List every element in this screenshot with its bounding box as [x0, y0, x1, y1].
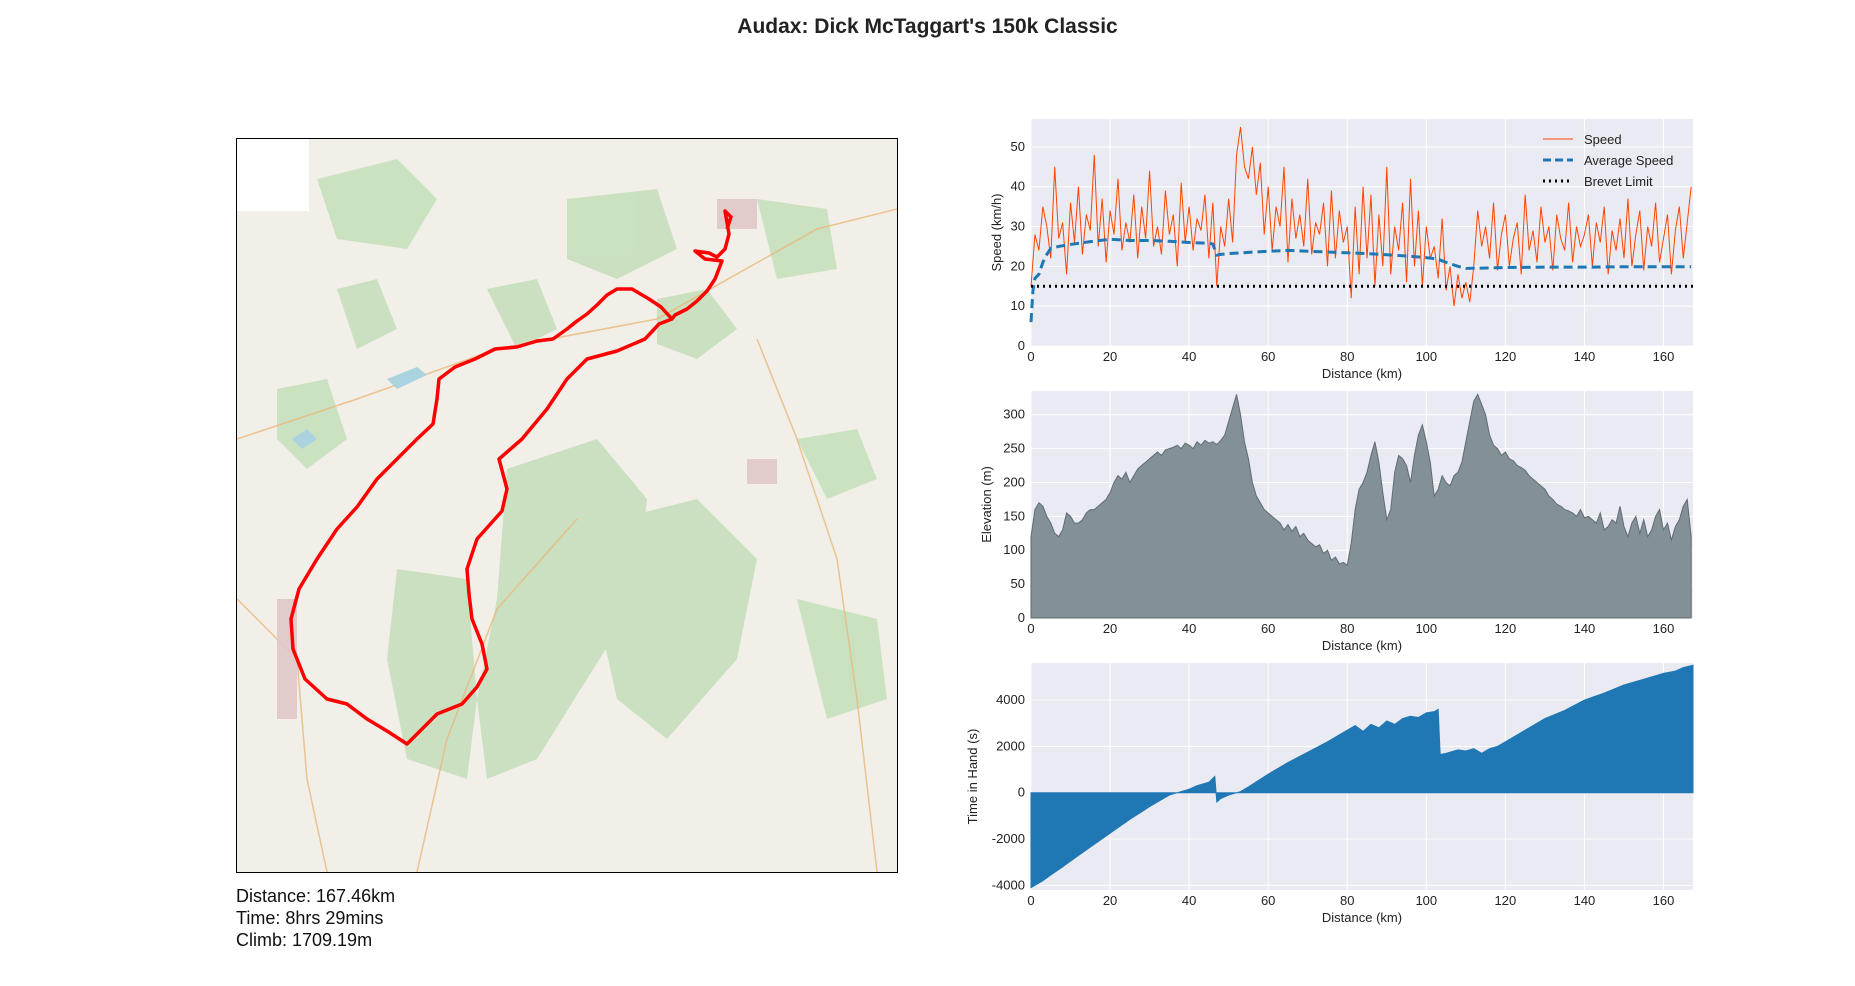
x-tick-label: 120 — [1495, 621, 1517, 636]
x-tick-label: 160 — [1653, 893, 1675, 908]
water-bodies — [292, 367, 427, 449]
route-map-canvas — [237, 139, 897, 872]
x-axis-label: Distance (km) — [1322, 910, 1402, 925]
x-tick-label: 120 — [1495, 893, 1517, 908]
chart-panel-3: 0 20 40 60 80 100 120 140 160 -4000 -2000 0 2000 4000… — [965, 663, 1694, 925]
map-tile-gap — [237, 139, 309, 211]
x-tick-label: 0 — [1027, 893, 1034, 908]
y-axis-label: Speed (km/h) — [989, 193, 1004, 271]
y-tick-label: 200 — [1003, 474, 1025, 489]
stat-climb: Climb: 1709.19m — [236, 930, 373, 950]
y-tick-label: 30 — [1011, 219, 1025, 234]
x-tick-label: 60 — [1261, 349, 1275, 364]
y-tick-label: 0 — [1018, 785, 1025, 800]
chart-panel-2: 0 20 40 60 80 100 120 140 160 0 50 100 150 200 250 300 D… — [979, 391, 1693, 653]
chart-panel-1: 0 20 40 60 80 100 120 140 160 0 10 20 30 40 50 Distance… — [989, 119, 1693, 381]
legend-entry: Average Speed — [1584, 153, 1673, 168]
roads — [237, 208, 897, 872]
y-tick-label: 100 — [1003, 542, 1025, 557]
x-tick-label: 120 — [1495, 349, 1517, 364]
chart-title: Audax: Dick McTaggart's 150k Classic — [737, 15, 1118, 38]
y-tick-label: 40 — [1011, 179, 1025, 194]
x-tick-label: 100 — [1415, 621, 1437, 636]
x-tick-label: 140 — [1574, 621, 1596, 636]
route-line — [289, 209, 733, 746]
legend-entry: Brevet Limit — [1584, 174, 1653, 189]
x-axis-label: Distance (km) — [1322, 366, 1402, 381]
speed-line — [1030, 126, 1692, 307]
x-tick-label: 100 — [1415, 349, 1437, 364]
time-in-hand-area — [1030, 664, 1694, 889]
y-tick-label: 50 — [1011, 576, 1025, 591]
x-tick-label: 20 — [1103, 349, 1117, 364]
x-tick-label: 80 — [1340, 893, 1354, 908]
x-tick-label: 0 — [1027, 621, 1034, 636]
x-tick-label: 20 — [1103, 893, 1117, 908]
y-tick-label: 50 — [1011, 139, 1025, 154]
plot-background — [1031, 119, 1693, 346]
forest-areas — [277, 159, 887, 779]
x-tick-label: 60 — [1261, 893, 1275, 908]
y-tick-label: 250 — [1003, 441, 1025, 456]
y-tick-label: 300 — [1003, 407, 1025, 422]
average-speed-line — [1029, 237, 1692, 323]
x-tick-label: 80 — [1340, 349, 1354, 364]
y-tick-label: -4000 — [992, 877, 1025, 892]
x-tick-label: 140 — [1574, 893, 1596, 908]
x-tick-label: 0 — [1027, 349, 1034, 364]
y-tick-label: 2000 — [996, 738, 1025, 753]
x-tick-label: 80 — [1340, 621, 1354, 636]
x-tick-label: 20 — [1103, 621, 1117, 636]
legend: Speed Average Speed Brevet Limit — [1543, 132, 1673, 189]
x-tick-label: 100 — [1415, 893, 1437, 908]
ride-stats: Distance: 167.46km Time: 8hrs 29mins Cli… — [236, 885, 395, 951]
y-tick-label: 0 — [1018, 338, 1025, 353]
y-axis-label: Elevation (m) — [979, 466, 994, 543]
x-tick-label: 60 — [1261, 621, 1275, 636]
x-tick-label: 140 — [1574, 349, 1596, 364]
stat-time: Time: 8hrs 29mins — [236, 908, 384, 928]
stat-distance: Distance: 167.46km — [236, 886, 396, 906]
x-axis-label: Distance (km) — [1322, 638, 1402, 653]
y-tick-label: 4000 — [996, 692, 1025, 707]
legend-entry: Speed — [1584, 132, 1622, 147]
elevation-area — [1030, 393, 1692, 619]
y-tick-label: -2000 — [992, 831, 1025, 846]
x-tick-label: 40 — [1182, 893, 1196, 908]
x-tick-label: 160 — [1653, 349, 1675, 364]
y-tick-label: 150 — [1003, 508, 1025, 523]
y-axis-label: Time in Hand (s) — [965, 729, 980, 825]
x-tick-label: 40 — [1182, 349, 1196, 364]
route-map[interactable] — [236, 138, 898, 873]
x-tick-label: 40 — [1182, 621, 1196, 636]
x-tick-label: 160 — [1653, 621, 1675, 636]
y-tick-label: 10 — [1011, 298, 1025, 313]
y-tick-label: 20 — [1011, 258, 1025, 273]
y-tick-label: 0 — [1018, 610, 1025, 625]
